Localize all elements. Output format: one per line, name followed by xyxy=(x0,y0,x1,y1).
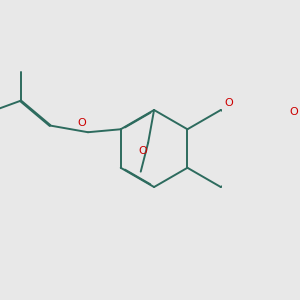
Text: O: O xyxy=(224,98,233,108)
Text: O: O xyxy=(289,107,298,117)
Text: O: O xyxy=(77,118,86,128)
Text: O: O xyxy=(138,146,147,156)
